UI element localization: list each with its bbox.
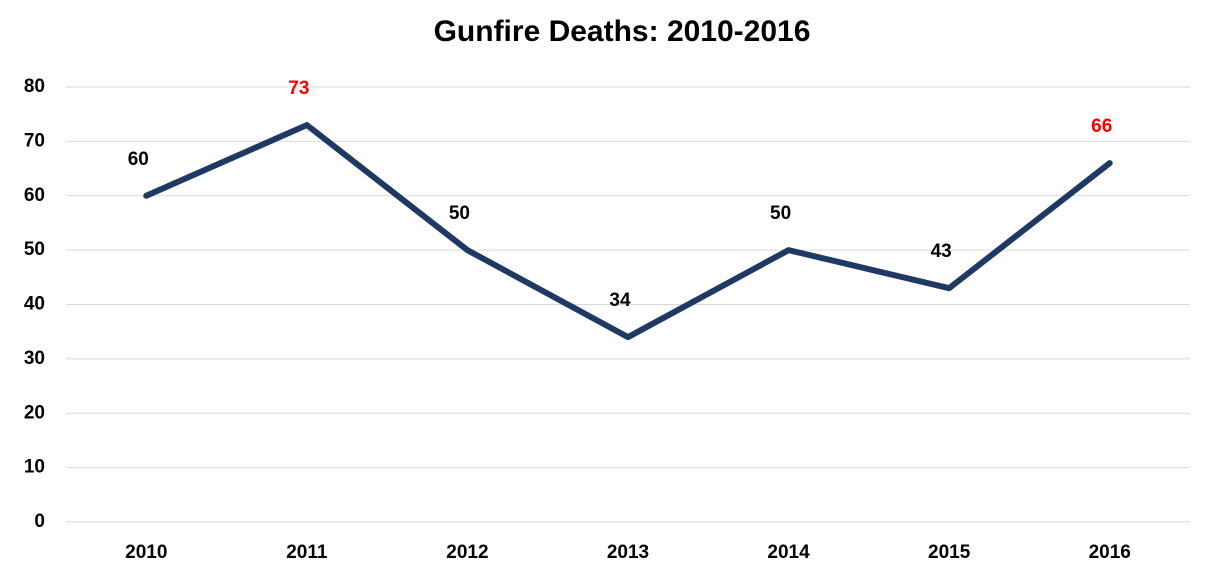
- x-tick-label: 2012: [446, 542, 488, 563]
- y-tick-label: 30: [24, 348, 45, 369]
- data-label: 60: [128, 149, 149, 170]
- x-tick-label: 2016: [1089, 542, 1131, 563]
- data-label: 43: [931, 241, 952, 262]
- y-tick-label: 40: [24, 294, 45, 315]
- chart-title: Gunfire Deaths: 2010-2016: [434, 15, 811, 48]
- x-tick-label: 2014: [767, 542, 810, 563]
- y-tick-label: 80: [24, 76, 45, 97]
- data-label: 34: [609, 290, 631, 311]
- y-tick-label: 0: [34, 511, 45, 532]
- data-label: 73: [288, 78, 309, 99]
- data-line: [143, 122, 1113, 341]
- x-tick-label: 2011: [286, 542, 328, 563]
- x-tick-label: 2015: [928, 542, 971, 563]
- y-tick-label: 10: [24, 457, 45, 478]
- x-tick-label: 2013: [607, 542, 649, 563]
- y-tick-label: 50: [24, 239, 45, 260]
- data-label: 50: [770, 203, 791, 224]
- data-label: 66: [1091, 116, 1112, 137]
- y-tick-label: 20: [24, 402, 45, 423]
- data-label: 50: [449, 203, 470, 224]
- x-tick-label: 2010: [125, 542, 167, 563]
- y-tick-label: 60: [24, 185, 45, 206]
- y-tick-label: 70: [24, 130, 45, 151]
